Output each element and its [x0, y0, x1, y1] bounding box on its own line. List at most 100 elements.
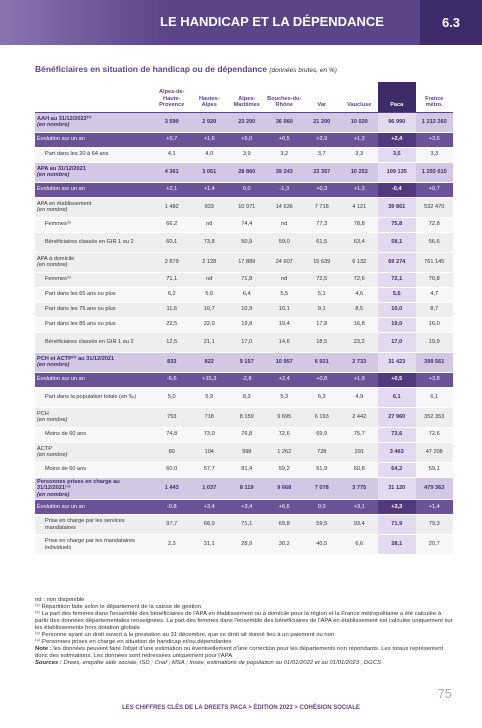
cell: 5,3 — [265, 387, 303, 408]
sources-label: Sources : — [35, 660, 62, 666]
cell: 9 157 — [228, 352, 266, 373]
cell: 4,1 — [153, 147, 191, 163]
cell: 11,6 — [153, 302, 191, 318]
cell: 31 423 — [378, 352, 416, 373]
row-label: Bénéficiaires classés en GIR 1 ou 2 — [35, 232, 153, 253]
header-row: Alpes-de-Haute-Provence Hautes-Alpes Alpes… — [35, 82, 453, 113]
cell: +2,9 — [303, 132, 341, 148]
cell: +1,3 — [340, 182, 378, 198]
row-label: Femmes⁽²⁾ — [35, 272, 153, 288]
cell: 2 442 — [340, 407, 378, 428]
cell: 9 668 — [265, 477, 303, 500]
cell: 16,0 — [415, 317, 453, 333]
label-text: Bénéficiaires classés en GIR 1 ou 2 — [45, 338, 134, 345]
cell: 23,2 — [340, 332, 378, 353]
cell: 1 213 260 — [415, 112, 453, 133]
cell: 60,0 — [153, 462, 191, 478]
cell: 6,1 — [378, 387, 416, 408]
cell: 47 208 — [415, 442, 453, 463]
table-row: Bénéficiaires classés en GIR 1 ou 2 12,5 2… — [35, 332, 453, 353]
cell: 10 253 — [340, 162, 378, 183]
row-label: PCH et ACTP⁽³⁾ au 31/12/2021 (en nombre) — [35, 352, 153, 373]
cell: 1 037 — [190, 477, 228, 500]
row-label: Évolution sur un an — [35, 132, 153, 148]
cell: 3,9 — [228, 147, 266, 163]
cell: +15,3 — [190, 372, 228, 388]
corner — [35, 82, 153, 113]
cell: 1 293 615 — [415, 162, 453, 183]
table-row: Prise en charge par les services mandata… — [35, 514, 453, 535]
cell: 19,8 — [228, 317, 266, 333]
cell: 933 — [190, 197, 228, 218]
cell: 718 — [190, 407, 228, 428]
sources: Sources : Drees, enquête aide sociale, I… — [35, 660, 453, 667]
cell: 3,3 — [340, 147, 378, 163]
header-band — [0, 0, 482, 45]
label-text: APA au 31/12/2021 — [37, 165, 86, 172]
column-header: France métro. — [415, 82, 453, 113]
cell: 20,7 — [415, 534, 453, 555]
label-text: APA à domicile — [37, 255, 75, 262]
cell: 73,8 — [190, 232, 228, 253]
cell: 4 121 — [340, 197, 378, 218]
cell: 58,1 — [378, 232, 416, 253]
cell: 761 145 — [415, 252, 453, 273]
cell: 3,2 — [265, 147, 303, 163]
cell: 5,0 — [153, 387, 191, 408]
row-label: Part dans les 20 à 64 ans — [35, 147, 153, 163]
cell: 50,9 — [228, 232, 266, 253]
cell: 1 443 — [153, 477, 191, 500]
cell: nd — [265, 217, 303, 233]
cell: 61,5 — [303, 232, 341, 253]
cell: 109 135 — [378, 162, 416, 183]
label-text: ACTP — [37, 445, 52, 452]
section-number: 6.3 — [420, 0, 482, 45]
cell: 71,8 — [228, 272, 266, 288]
cell: 14,6 — [265, 332, 303, 353]
cell: 10,9 — [228, 302, 266, 318]
row-label: ACTP (en nombre) — [35, 442, 153, 463]
footer: LES CHIFFRES CLÉS DE LA DREETS PACA > ÉD… — [122, 705, 360, 711]
cell: 93,4 — [340, 514, 378, 535]
cell: 69 274 — [378, 252, 416, 273]
cell: 9,1 — [303, 302, 341, 318]
cell: 753 — [153, 407, 191, 428]
table-row: Prise en charge par les mandataires indi… — [35, 534, 453, 555]
label-text: Évolution sur un an — [37, 136, 85, 143]
table-row: Évolution sur un an +5,7 +1,6 +5,0 +0,5 +2,9 +… — [35, 132, 453, 148]
row-label: APA au 31/12/2021 (en nombre) — [35, 162, 153, 183]
label-text: Femmes⁽²⁾ — [45, 221, 72, 228]
subtitle-text: Bénéficiaires en situation de handicap o… — [35, 64, 267, 74]
label-text: AAH au 31/12/2022⁽¹⁾ — [37, 115, 92, 122]
cell: 1 482 — [153, 197, 191, 218]
footnotes: nd : non disponible ⁽¹⁾ Répartition faite… — [35, 597, 453, 667]
cell: 6 921 — [303, 352, 341, 373]
cell: 4,7 — [415, 287, 453, 303]
row-label: Prise en charge par les mandataires indi… — [35, 534, 153, 555]
cell: 5,9 — [190, 387, 228, 408]
table-row: Personnes prises en charge au 31/12/2021… — [35, 477, 453, 500]
cell: 10 957 — [265, 352, 303, 373]
cell: -0,4 — [378, 182, 416, 198]
cell: 10,7 — [190, 302, 228, 318]
cell: +3,8 — [415, 372, 453, 388]
cell: 2 879 — [153, 252, 191, 273]
cell: 352 353 — [415, 407, 453, 428]
cell: +1,4 — [415, 499, 453, 515]
table-row: Évolution sur un an -6,6 +15,3 -2,8 +2,4 +0,8… — [35, 372, 453, 388]
table-row: APA en établissement (en nombre) 1 482 933 1… — [35, 197, 453, 218]
footnote: ⁽¹⁾ Répartition faite selon le départeme… — [35, 604, 201, 610]
cell: 31 120 — [378, 477, 416, 500]
label-text: APA en établissement — [37, 200, 92, 207]
column-header: Hautes-Alpes — [190, 82, 228, 113]
cell: 39 243 — [265, 162, 303, 183]
cell: 40,5 — [303, 534, 341, 555]
cell: 69,9 — [303, 427, 341, 443]
cell: 4,9 — [340, 387, 378, 408]
row-label: Part dans les 75 ans ou plus — [35, 302, 153, 318]
table-row: Part dans les 85 ans ou plus 22,5 22,0 19,8… — [35, 317, 453, 333]
table-row: Part dans les 20 à 64 ans 4,1 4,0 3,9 3,2 3,7… — [35, 147, 453, 163]
cell: 70,8 — [415, 272, 453, 288]
cell: +1,9 — [340, 372, 378, 388]
row-label: Évolution sur un an — [35, 499, 153, 515]
